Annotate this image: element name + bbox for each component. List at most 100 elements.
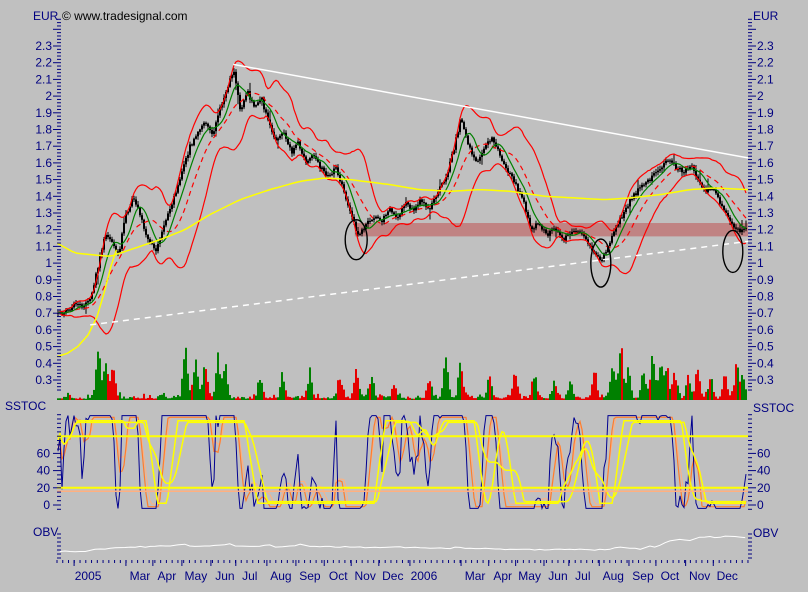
month-label: Aug <box>603 569 624 583</box>
sstoc-tick-label-right: 0 <box>757 498 764 512</box>
price-chart-annotations <box>90 63 748 326</box>
price-tick-label-right: 1.7 <box>757 139 774 153</box>
price-tick-label-right: 1.6 <box>757 156 774 170</box>
month-label: Oct <box>329 569 348 583</box>
sstoc-panel-label-right: SSTOC <box>753 401 795 415</box>
sstoc-k-line <box>57 414 747 511</box>
price-tick-label-right: 2.3 <box>757 39 774 53</box>
month-label: Mar <box>465 569 486 583</box>
price-tick-label-left: 1.3 <box>35 206 52 220</box>
price-tick-label-left: 0.4 <box>35 356 52 370</box>
price-tick-label-right: 2.1 <box>757 72 774 86</box>
month-label: Apr <box>493 569 512 583</box>
low-circle-annotation <box>722 229 744 274</box>
slow-ma-line <box>57 177 748 257</box>
axes-ticks-and-labels: 2.3 2.3 2.2 2.2 2.1 2.1 2 2 1.9 1.9 1.8 1.8 1.7 1.7 1.… <box>35 18 774 583</box>
envelope-upper-line <box>57 60 747 314</box>
month-label: 2006 <box>411 569 438 583</box>
left-axis-currency-label: EUR <box>33 9 59 23</box>
price-tick-label-left: 1.9 <box>35 106 52 120</box>
month-label: Sep <box>632 569 654 583</box>
obv-panel-label-right: OBV <box>753 526 779 540</box>
price-tick-label-right: 0.8 <box>757 290 774 304</box>
month-label: Jun <box>548 569 567 583</box>
price-tick-label-right: 0.3 <box>757 373 774 387</box>
price-tick-label-left: 1.5 <box>35 173 52 187</box>
price-tick-label-left: 2.2 <box>35 56 52 70</box>
envelope-mid-dashed-line <box>57 92 747 314</box>
candlesticks <box>57 68 747 318</box>
support-trendline-dashed <box>90 240 748 326</box>
sstoc-tick-label-right: 40 <box>757 464 771 478</box>
price-tick-label-right: 0.7 <box>757 306 774 320</box>
low-circle-annotation <box>344 219 368 261</box>
sstoc-slow-line-2 <box>57 421 746 503</box>
price-tick-label-left: 1.4 <box>35 189 52 203</box>
price-tick-label-right: 1.1 <box>757 239 774 253</box>
month-label: Nov <box>689 569 710 583</box>
month-label: Mar <box>130 569 151 583</box>
obv-panel[interactable] <box>59 535 746 553</box>
price-tick-label-left: 0.3 <box>35 373 52 387</box>
price-chart-panel[interactable] <box>57 60 748 400</box>
month-label: Apr <box>158 569 177 583</box>
price-tick-label-left: 2 <box>45 89 52 103</box>
month-label: Sep <box>299 569 321 583</box>
month-label: Nov <box>355 569 376 583</box>
month-label: Dec <box>717 569 738 583</box>
sstoc-tick-label-left: 0 <box>43 498 50 512</box>
price-tick-label-left: 0.9 <box>35 273 52 287</box>
price-tick-label-left: 2.3 <box>35 39 52 53</box>
sstoc-tick-label-left: 60 <box>37 446 51 460</box>
price-tick-label-right: 1.2 <box>757 223 774 237</box>
sstoc-tick-label-left: 20 <box>37 481 51 495</box>
price-tick-label-right: 1.3 <box>757 206 774 220</box>
price-tick-label-right: 0.9 <box>757 273 774 287</box>
sstoc-slow-line-1 <box>57 419 746 505</box>
price-tick-label-left: 1.8 <box>35 123 52 137</box>
resistance-trendline <box>233 63 748 159</box>
price-tick-label-right: 1.8 <box>757 123 774 137</box>
copyright-watermark: © www.tradesignal.com <box>62 9 188 23</box>
price-tick-label-left: 0.7 <box>35 306 52 320</box>
sstoc-panel-label-left: SSTOC <box>5 399 47 413</box>
price-tick-label-left: 1.6 <box>35 156 52 170</box>
price-tick-label-left: 0.5 <box>35 340 52 354</box>
envelope-lower-line <box>57 114 747 335</box>
price-tick-label-left: 0.8 <box>35 290 52 304</box>
low-circle-annotation <box>590 238 612 288</box>
month-label: May <box>185 569 208 583</box>
price-tick-label-left: 2.1 <box>35 72 52 86</box>
slow-ma-warmup-line <box>57 249 118 358</box>
month-label: Jul <box>575 569 590 583</box>
right-axis-currency-label: EUR <box>753 9 779 23</box>
obv-line <box>59 535 746 553</box>
sstoc-panel[interactable] <box>57 414 748 511</box>
price-tick-label-left: 0.6 <box>35 323 52 337</box>
sstoc-tick-label-right: 20 <box>757 481 771 495</box>
fast-ma-line <box>57 84 747 314</box>
month-label: 2005 <box>75 569 102 583</box>
price-tick-label-right: 1 <box>757 256 764 270</box>
month-label: Jul <box>242 569 257 583</box>
obv-panel-label-left: OBV <box>33 525 59 539</box>
price-tick-label-left: 1.1 <box>35 239 52 253</box>
price-tick-label-right: 0.6 <box>757 323 774 337</box>
price-tick-label-right: 0.4 <box>757 356 774 370</box>
sstoc-tick-label-left: 40 <box>37 464 51 478</box>
sstoc-tick-label-right: 60 <box>757 446 771 460</box>
sstoc-d-line <box>57 415 747 508</box>
price-tick-label-right: 2 <box>757 89 764 103</box>
price-tick-label-right: 1.4 <box>757 189 774 203</box>
month-label: Dec <box>382 569 403 583</box>
month-label: May <box>518 569 541 583</box>
price-tick-label-right: 0.5 <box>757 340 774 354</box>
month-label: Jun <box>215 569 234 583</box>
month-label: Aug <box>270 569 291 583</box>
volume-bars <box>57 347 747 400</box>
price-tick-label-right: 1.9 <box>757 106 774 120</box>
price-tick-label-left: 1 <box>45 256 52 270</box>
month-label: Oct <box>661 569 680 583</box>
